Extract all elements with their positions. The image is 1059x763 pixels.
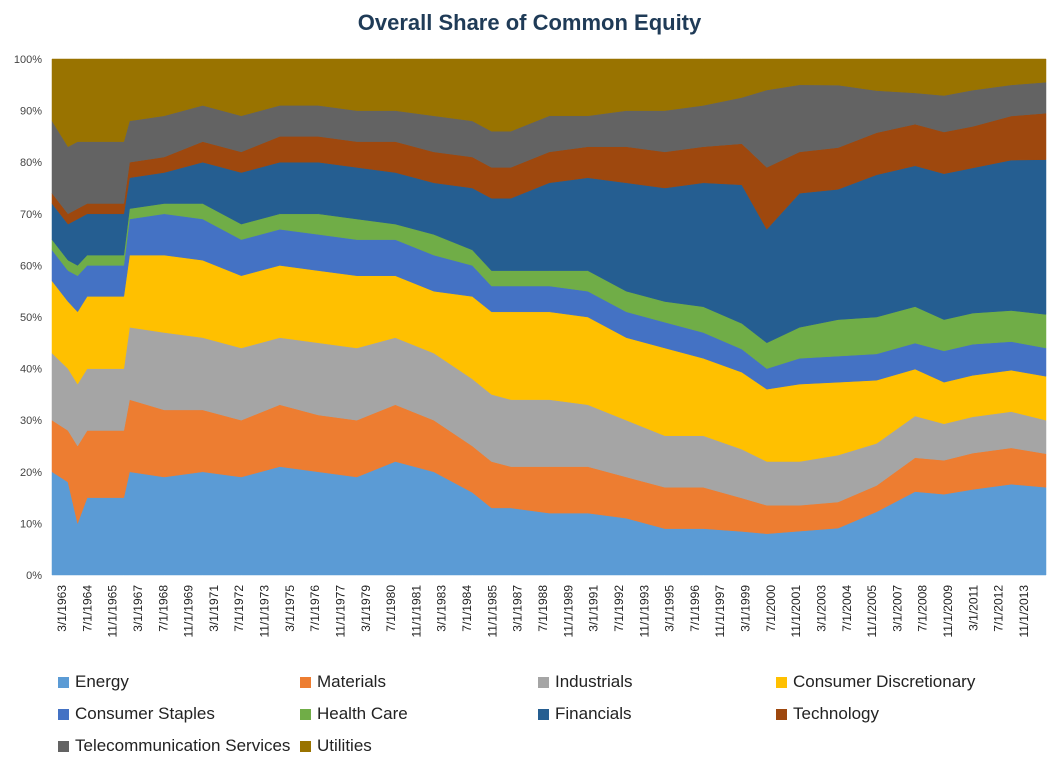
x-tick-label: 7/1/1976 bbox=[308, 585, 322, 632]
x-tick-label: 3/1/1999 bbox=[739, 585, 753, 632]
legend-label: Technology bbox=[793, 704, 880, 723]
legend-label: Financials bbox=[555, 704, 632, 723]
x-tick-label: 11/1/2005 bbox=[865, 585, 879, 638]
legend-item: Financials bbox=[538, 704, 632, 724]
legend-item: Consumer Discretionary bbox=[776, 672, 975, 692]
area-series-utilities bbox=[51, 58, 1047, 148]
legend-swatch bbox=[58, 676, 69, 688]
legend-item: Technology bbox=[776, 704, 879, 724]
x-tick-label: 3/1/1971 bbox=[207, 585, 221, 632]
chart-plot: 0% 10% 20% 30% 40% 50% 60% 70% 80% 90% 100% 3/1/19… bbox=[14, 54, 1047, 638]
x-tick-label: 11/1/2013 bbox=[1017, 585, 1031, 638]
x-tick-label: 11/1/1997 bbox=[713, 585, 727, 638]
x-tick-label: 11/1/1969 bbox=[182, 585, 196, 638]
legend-item: Consumer Staples bbox=[58, 704, 215, 724]
y-tick-label: 10% bbox=[20, 518, 42, 530]
x-tick-label: 3/1/1979 bbox=[359, 585, 373, 632]
x-tick-label: 3/1/1975 bbox=[283, 585, 297, 632]
legend-label: Utilities bbox=[317, 736, 372, 755]
legend-item: Industrials bbox=[538, 672, 632, 692]
x-tick-label: 3/1/2011 bbox=[966, 585, 980, 631]
y-tick-label: 80% bbox=[20, 157, 42, 169]
x-tick-label: 11/1/2009 bbox=[941, 585, 955, 638]
x-tick-label: 7/1/1968 bbox=[156, 585, 170, 632]
x-tick-label: 7/1/1988 bbox=[536, 585, 550, 632]
x-tick-label: 3/1/1987 bbox=[511, 585, 525, 632]
x-tick-label: 7/1/1992 bbox=[612, 585, 626, 632]
y-tick-label: 40% bbox=[20, 364, 42, 376]
legend-label: Telecommunication Services bbox=[75, 736, 291, 755]
y-tick-label: 0% bbox=[26, 570, 42, 582]
x-tick-label: 7/1/1972 bbox=[232, 585, 246, 632]
x-tick-label: 3/1/1991 bbox=[587, 585, 601, 632]
legend-label: Consumer Staples bbox=[75, 704, 215, 723]
legend-item: Materials bbox=[300, 672, 386, 692]
x-tick-label: 11/1/1973 bbox=[258, 585, 272, 638]
x-tick-label: 3/1/1983 bbox=[435, 585, 449, 632]
legend-label: Industrials bbox=[555, 672, 633, 691]
y-tick-label: 60% bbox=[20, 260, 42, 272]
y-tick-label: 100% bbox=[14, 54, 42, 66]
legend-swatch bbox=[58, 708, 69, 720]
x-tick-label: 7/1/1996 bbox=[688, 585, 702, 632]
legend-swatch bbox=[776, 708, 787, 720]
legend-swatch bbox=[538, 676, 549, 688]
legend-swatch bbox=[58, 740, 69, 752]
x-tick-label: 3/1/2003 bbox=[815, 585, 829, 632]
x-tick-label: 7/1/1984 bbox=[460, 585, 474, 632]
x-tick-label: 7/1/2000 bbox=[764, 585, 778, 632]
legend-item: Utilities bbox=[300, 736, 372, 756]
chart-title: Overall Share of Common Equity bbox=[357, 10, 702, 35]
legend-label: Consumer Discretionary bbox=[793, 672, 976, 691]
legend-swatch bbox=[538, 708, 549, 720]
x-tick-label: 11/1/2001 bbox=[789, 585, 803, 638]
legend-label: Materials bbox=[317, 672, 386, 691]
y-tick-label: 30% bbox=[20, 415, 42, 427]
legend-swatch bbox=[300, 740, 311, 752]
x-tick-label: 3/1/1967 bbox=[131, 585, 145, 632]
y-tick-label: 90% bbox=[20, 106, 42, 118]
x-tick-label: 7/1/2008 bbox=[916, 585, 930, 632]
x-tick-label: 7/1/1964 bbox=[80, 585, 94, 632]
y-tick-label: 20% bbox=[20, 467, 42, 479]
x-tick-label: 11/1/1993 bbox=[637, 585, 651, 638]
x-tick-label: 3/1/1995 bbox=[663, 585, 677, 632]
x-tick-label: 11/1/1965 bbox=[106, 585, 120, 638]
x-tick-label: 7/1/1980 bbox=[384, 585, 398, 632]
y-tick-label: 50% bbox=[20, 312, 42, 324]
y-tick-label: 70% bbox=[20, 209, 42, 221]
legend-item: Telecommunication Services bbox=[58, 736, 290, 756]
x-tick-label: 3/1/2007 bbox=[890, 585, 904, 632]
legend-item: Health Care bbox=[300, 704, 408, 724]
x-tick-label: 7/1/2012 bbox=[992, 585, 1006, 632]
legend-label: Health Care bbox=[317, 704, 408, 723]
legend-item: Energy bbox=[58, 672, 129, 692]
x-tick-label: 11/1/1977 bbox=[334, 585, 348, 638]
legend-swatch bbox=[300, 676, 311, 688]
x-tick-label: 7/1/2004 bbox=[840, 585, 854, 632]
legend-label: Energy bbox=[75, 672, 129, 691]
x-tick-label: 11/1/1985 bbox=[485, 585, 499, 638]
legend-swatch bbox=[300, 708, 311, 720]
legend-swatch bbox=[776, 676, 787, 688]
x-tick-label: 11/1/1981 bbox=[409, 585, 423, 638]
x-tick-label: 11/1/1989 bbox=[561, 585, 575, 638]
x-tick-label: 3/1/1963 bbox=[55, 585, 69, 632]
